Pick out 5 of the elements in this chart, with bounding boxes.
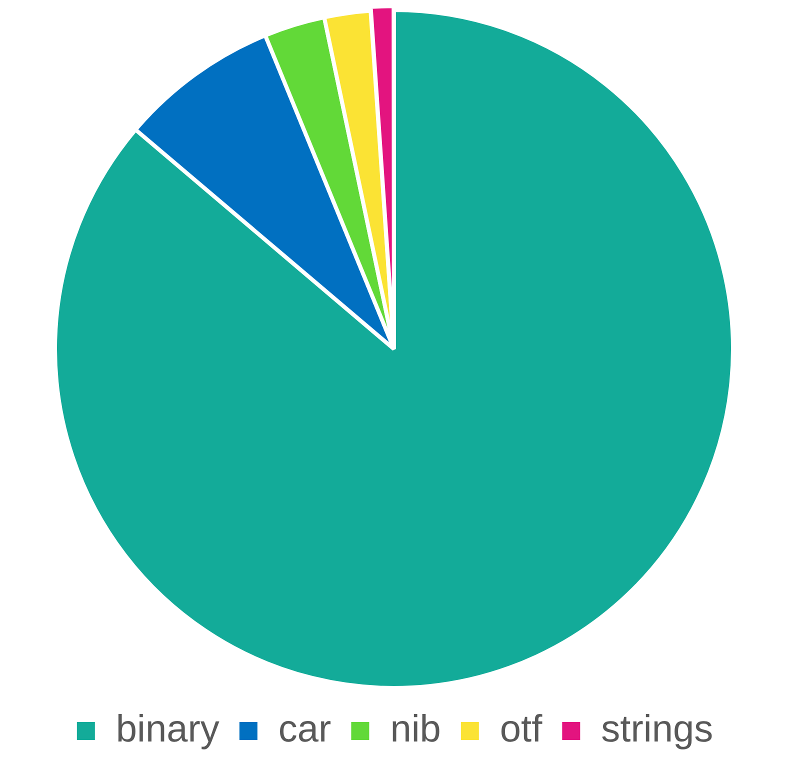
legend-label: strings: [601, 708, 714, 750]
legend-label: binary: [116, 708, 220, 750]
legend-label: nib: [390, 708, 441, 750]
legend-label: car: [278, 708, 332, 750]
legend-label: otf: [500, 708, 543, 750]
